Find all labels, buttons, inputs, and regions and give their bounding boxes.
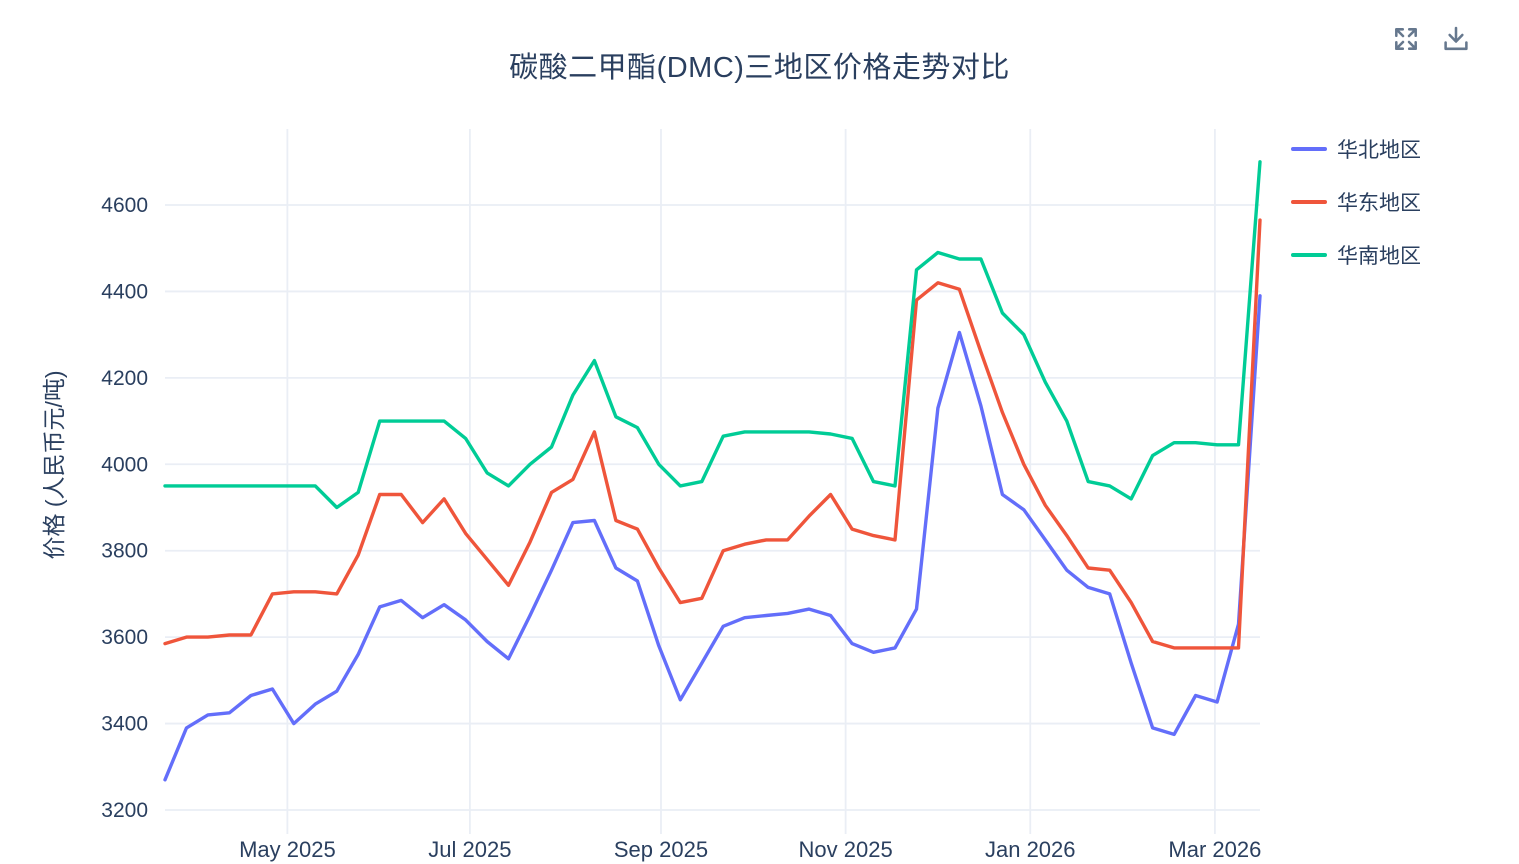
x-tick-label: May 2025 (239, 837, 336, 862)
expand-icon (1395, 28, 1417, 50)
x-tick-label: Mar 2026 (1168, 837, 1261, 862)
y-tick-label: 3400 (101, 713, 148, 736)
y-tick-label: 4200 (101, 367, 148, 390)
legend-line-swatch (1291, 146, 1327, 151)
y-axis-title: 价格 (人民币元/吨) (41, 370, 67, 559)
legend-line-swatch (1291, 252, 1327, 257)
y-tick-label: 3800 (101, 540, 148, 563)
legend-label: 华东地区 (1337, 191, 1421, 215)
legend-line-swatch (1291, 199, 1327, 204)
y-tick-label: 4000 (101, 453, 148, 476)
series-line-east-china[interactable] (163, 218, 1262, 650)
x-tick-label: Jan 2026 (985, 837, 1076, 862)
x-tick-label: Sep 2025 (614, 837, 708, 862)
legend-item-east-china[interactable]: 华东地区 (1291, 175, 1421, 228)
y-tick-label: 4400 (101, 280, 148, 303)
legend-label: 华北地区 (1337, 138, 1421, 162)
series-line-north-china[interactable] (163, 294, 1262, 782)
modebar (1389, 22, 1473, 56)
series-line-south-china[interactable] (163, 160, 1262, 510)
download-button[interactable] (1439, 22, 1473, 56)
y-tick-label: 3600 (101, 626, 148, 649)
chart-title: 碳酸二甲酯(DMC)三地区价格走势对比 (509, 52, 1010, 84)
legend: 华北地区华东地区华南地区 (1291, 122, 1421, 281)
y-tick-label: 3200 (101, 799, 148, 822)
legend-item-south-china[interactable]: 华南地区 (1291, 228, 1421, 281)
x-tick-label: Jul 2025 (428, 837, 511, 862)
y-tick-label: 4600 (101, 194, 148, 217)
legend-item-north-china[interactable]: 华北地区 (1291, 122, 1421, 175)
fullscreen-button[interactable] (1389, 22, 1423, 56)
legend-label: 华南地区 (1337, 244, 1421, 268)
download-icon (1444, 26, 1468, 51)
x-tick-label: Nov 2025 (799, 837, 893, 862)
